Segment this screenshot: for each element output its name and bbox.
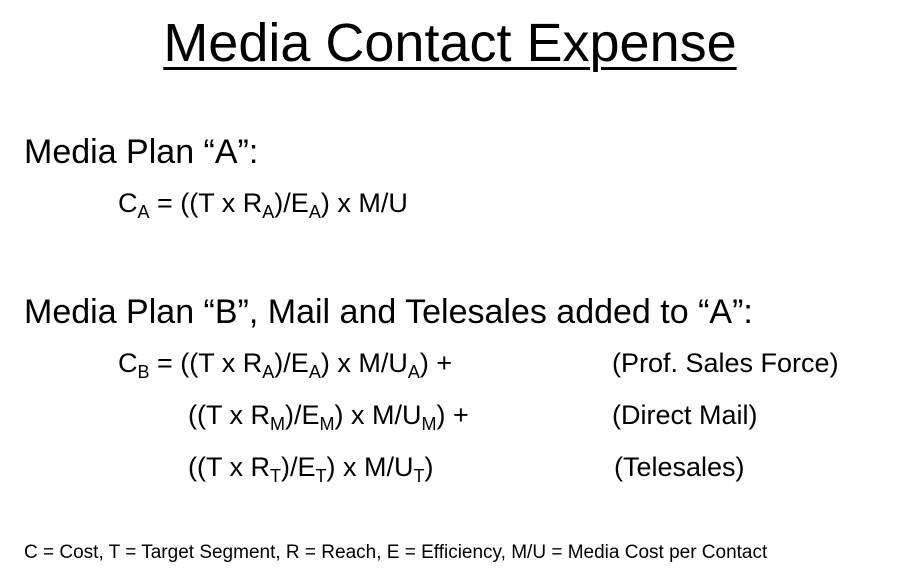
eq-subscript: M [319, 414, 335, 434]
plan-b-note-direct-mail: (Direct Mail) [612, 400, 758, 430]
eq-part: ) x M/U [320, 348, 408, 378]
eq-subscript: A [262, 362, 275, 382]
eq-part: C [118, 188, 138, 218]
eq-subscript: A [137, 202, 150, 222]
eq-subscript: T [413, 466, 425, 486]
eq-part: ((T x R [188, 400, 270, 430]
plan-b-note-sales-force: (Prof. Sales Force) [612, 348, 839, 378]
eq-part: )/E [274, 188, 309, 218]
plan-b-equation-line-3: ((T x RT)/ET) x M/UT) [188, 450, 434, 486]
eq-part: ) x M/U [326, 452, 414, 482]
plan-a-heading: Media Plan “A”: [24, 133, 259, 171]
eq-part: )/E [274, 348, 309, 378]
plan-b-equation-line-2: ((T x RM)/EM) x M/UM) + [188, 398, 469, 434]
page-title-text: Media Contact Expense [163, 13, 737, 73]
eq-subscript: A [407, 362, 420, 382]
eq-part: ) + [436, 400, 469, 430]
eq-part: ) x M/U [320, 188, 408, 218]
eq-part: )/E [285, 400, 320, 430]
eq-subscript: A [308, 362, 321, 382]
eq-part: C [118, 348, 138, 378]
eq-subscript: M [421, 414, 437, 434]
eq-subscript: T [315, 466, 327, 486]
eq-part: ) [424, 452, 434, 482]
plan-b-heading: Media Plan “B”, Mail and Telesales added… [24, 293, 753, 331]
plan-b-equation-line-1: CB = ((T x RA)/EA) x M/UA) + [118, 346, 453, 382]
eq-subscript: T [270, 466, 281, 486]
eq-part: = ((T x R [149, 188, 263, 218]
plan-b-note-telesales: (Telesales) [614, 452, 745, 482]
variable-legend: C = Cost, T = Target Segment, R = Reach,… [24, 542, 768, 563]
eq-subscript: A [308, 202, 321, 222]
eq-part: ) x M/U [334, 400, 422, 430]
eq-part: = ((T x R [149, 348, 263, 378]
eq-subscript: B [137, 362, 150, 382]
page-title: Media Contact Expense [0, 12, 900, 74]
eq-subscript: M [270, 414, 285, 434]
plan-a-equation: CA = ((T x RA)/EA) x M/U [118, 186, 408, 222]
eq-part: ) + [419, 348, 453, 378]
eq-part: )/E [281, 452, 316, 482]
eq-part: ((T x R [188, 452, 270, 482]
eq-subscript: A [262, 202, 275, 222]
